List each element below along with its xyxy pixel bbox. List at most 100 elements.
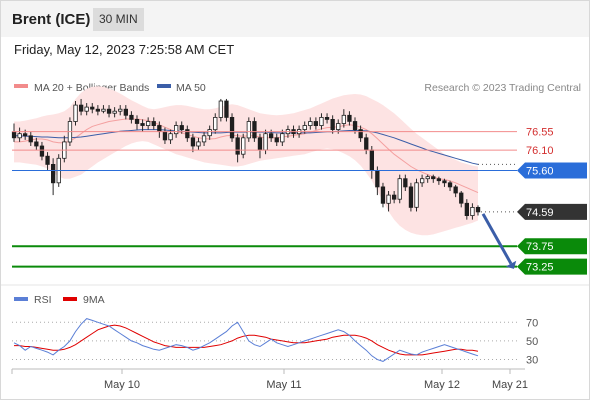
candle <box>397 174 402 204</box>
candle-body <box>173 125 179 135</box>
candle-body <box>347 114 352 122</box>
candle <box>431 174 436 183</box>
candle <box>112 107 117 118</box>
x-tick-label: May 10 <box>104 379 140 391</box>
candle <box>140 119 145 132</box>
pivot-label: 75.60 <box>526 166 554 178</box>
candle <box>274 133 279 146</box>
x-tick-label: May 12 <box>424 379 460 391</box>
timestamp: Friday, May 12, 2023 7:25:58 AM CET <box>14 42 235 57</box>
ma9-line <box>14 324 479 356</box>
candle <box>330 115 335 134</box>
candle <box>419 174 425 187</box>
candle <box>190 133 196 153</box>
candle-body <box>34 141 39 147</box>
rsi-line <box>13 318 479 362</box>
rsi-plot: 70 50 30 <box>12 317 538 367</box>
candle <box>218 98 224 122</box>
candle <box>341 109 347 128</box>
candle-body <box>17 133 22 139</box>
pivot-label-tag <box>517 162 587 179</box>
candle <box>252 117 257 142</box>
price-levels: 76.55 76.10 75.60 73.75 73.25 74.59 <box>12 127 587 275</box>
candle-body <box>190 137 196 147</box>
candle-body <box>431 176 436 180</box>
support-label-tag <box>517 258 587 275</box>
candle-body <box>319 117 324 127</box>
candle-body <box>157 125 162 132</box>
candle-body <box>112 110 117 114</box>
ma9-legend-swatch <box>63 297 77 301</box>
candle <box>45 152 50 171</box>
candle <box>213 113 218 134</box>
candle <box>447 180 453 191</box>
candle-body <box>241 137 246 155</box>
candle <box>51 158 56 196</box>
candle-body <box>436 178 442 182</box>
candle-body <box>84 106 89 112</box>
candle-body <box>123 108 128 116</box>
candle <box>453 184 458 198</box>
candle-body <box>145 121 151 126</box>
candle <box>352 117 358 134</box>
last-price-tag <box>517 203 587 220</box>
candle <box>185 125 190 142</box>
resistance-label: 76.10 <box>526 145 554 157</box>
candle <box>475 205 481 216</box>
candle-body <box>106 108 112 114</box>
candle-body <box>391 194 397 200</box>
candle <box>17 127 22 142</box>
candle-body <box>341 114 347 124</box>
candle <box>134 115 140 130</box>
candle <box>313 117 319 130</box>
candle-body <box>229 117 235 139</box>
ma50-legend-swatch <box>157 84 171 88</box>
candle-body <box>447 182 453 188</box>
timeframe-badge[interactable]: 30 MIN <box>93 8 144 31</box>
candle <box>241 133 246 159</box>
candle-body <box>358 129 363 139</box>
candle-body <box>280 133 285 143</box>
candle <box>391 191 397 204</box>
candle-body <box>414 182 419 208</box>
candle <box>380 182 386 208</box>
candle <box>235 133 240 163</box>
candle-body <box>364 137 369 151</box>
x-tick-label: May 11 <box>266 379 301 391</box>
candle <box>201 131 207 146</box>
candle <box>118 105 123 116</box>
candle <box>308 117 313 130</box>
support-label: 73.25 <box>526 262 554 274</box>
candle-body <box>45 155 50 165</box>
candle-body <box>235 137 240 155</box>
support-label: 73.75 <box>526 241 554 253</box>
candle-body <box>475 206 481 213</box>
bollinger-band-area <box>14 86 478 236</box>
candle <box>196 137 201 151</box>
candle-body <box>79 104 84 112</box>
candle-body <box>380 186 386 204</box>
rsi-legend-swatch <box>14 297 28 301</box>
candle-body <box>168 133 173 141</box>
candle <box>79 98 84 116</box>
support-label-tag <box>517 238 587 255</box>
candle-body <box>140 123 145 126</box>
x-tick-label: May 21 <box>492 379 528 391</box>
candle-body <box>257 137 263 151</box>
candle-body <box>196 141 201 147</box>
candle-body <box>352 121 358 131</box>
forecast-arrow-head <box>505 260 517 269</box>
candle <box>246 117 252 142</box>
rsi-tick-label: 50 <box>526 336 538 348</box>
candle <box>151 117 156 130</box>
candle-body <box>22 133 28 137</box>
candle-body <box>470 206 475 216</box>
candle <box>73 101 78 126</box>
candle <box>123 105 128 120</box>
candle-body <box>274 137 279 143</box>
resistance-label: 76.55 <box>526 127 554 139</box>
candle-body <box>263 133 268 151</box>
candle-body <box>375 170 380 188</box>
